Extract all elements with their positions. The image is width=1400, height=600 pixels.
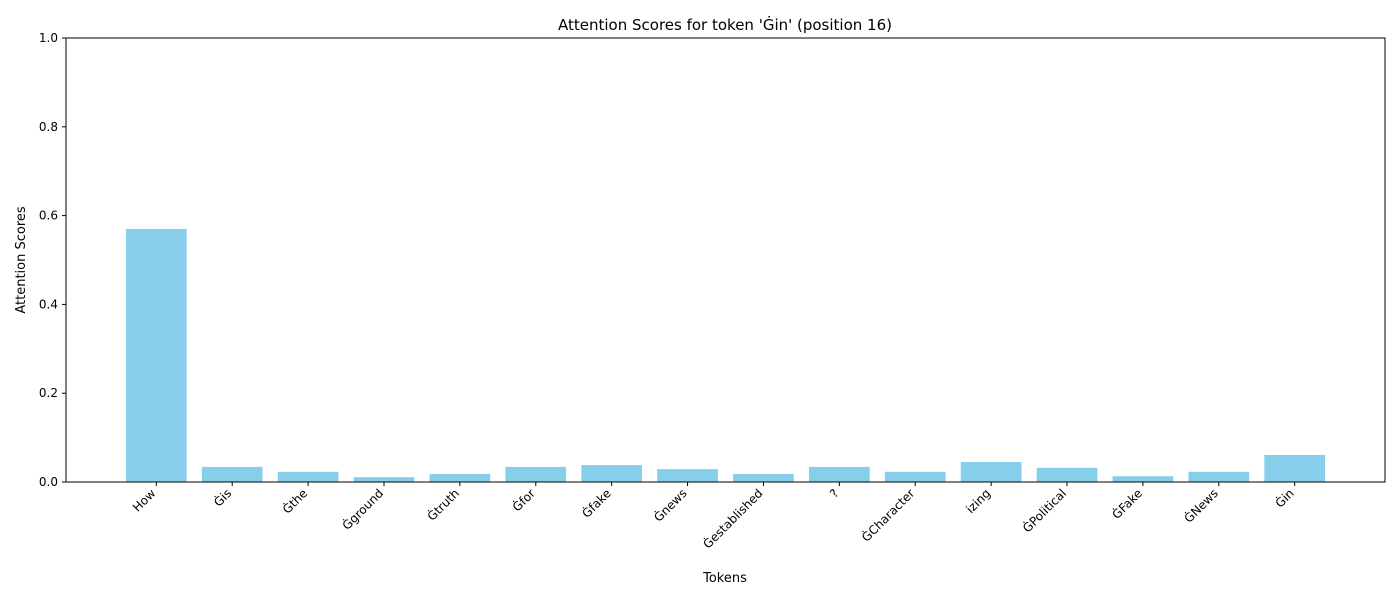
x-tick-label: Ġnews (650, 485, 690, 525)
x-tick-label: Ġthe (278, 485, 310, 517)
bar (884, 471, 946, 482)
x-axis-ticks: How Ġis Ġthe Ġground Ġtruth Ġfor Ġfake Ġnews Ġes… (130, 482, 1297, 551)
bar (429, 474, 491, 482)
y-tick-label: 0.2 (39, 386, 58, 400)
x-tick-label: Ġtruth (423, 485, 462, 524)
y-axis-ticks: 0.0 0.2 0.4 0.6 0.8 1.0 (39, 31, 66, 489)
x-tick-label: ? (827, 486, 841, 500)
chart-title: Attention Scores for token 'Ġin' (positi… (558, 15, 892, 34)
bar (657, 469, 718, 482)
x-tick-label: izing (963, 486, 993, 516)
x-axis-label: Tokens (702, 571, 747, 586)
bar (733, 474, 794, 482)
bar (581, 465, 643, 482)
bar (1112, 476, 1174, 482)
x-tick-label: Ġestablished (699, 485, 766, 552)
y-tick-label: 0.6 (39, 209, 58, 223)
bar (505, 466, 567, 482)
x-tick-label: How (130, 486, 159, 515)
y-tick-label: 0.8 (39, 120, 58, 134)
bar (960, 462, 1022, 482)
y-tick-label: 0.4 (39, 297, 58, 311)
plot-frame (65, 37, 1386, 483)
bar (353, 477, 415, 482)
x-tick-label: Ġis (210, 485, 235, 510)
x-tick-label: ĠCharacter (858, 485, 918, 545)
x-tick-label: ĠPolitical (1019, 485, 1070, 536)
bar (1188, 471, 1250, 482)
bar (1036, 467, 1098, 482)
bar (277, 471, 339, 482)
x-tick-label: Ġin (1271, 485, 1297, 511)
bar (201, 466, 263, 482)
y-axis-label: Attention Scores (14, 206, 29, 314)
x-tick-label: ĠNews (1180, 485, 1221, 526)
x-tick-label: Ġground (338, 485, 386, 533)
y-tick-label: 0.0 (39, 475, 58, 489)
bars-layer (125, 228, 1326, 482)
bar (125, 228, 187, 482)
y-tick-label: 1.0 (39, 31, 58, 45)
x-tick-label: Ġfake (578, 485, 614, 521)
bar (1264, 454, 1326, 482)
bar (808, 466, 870, 482)
x-tick-label: ĠFake (1108, 485, 1145, 522)
x-tick-label: Ġfor (508, 485, 538, 515)
axes-layer (65, 37, 1386, 483)
